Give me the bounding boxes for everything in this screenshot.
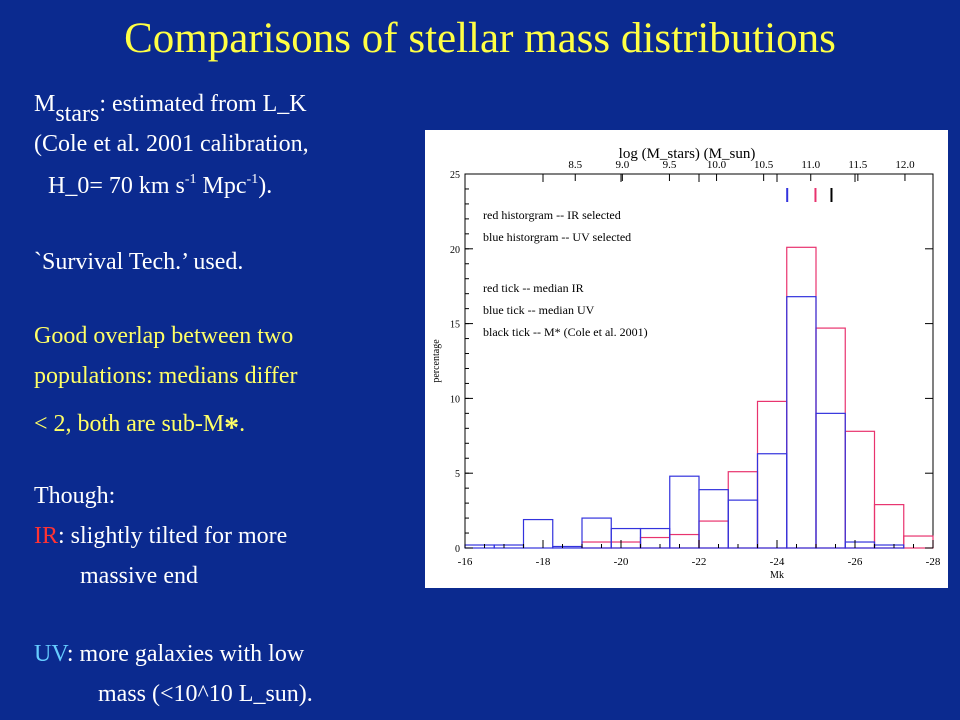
uv-text: : more galaxies with low [66,641,305,667]
mstars-line: Mstars: estimated from L_K [34,91,307,126]
ir-text: : slightly tilted for more [58,523,288,549]
ir-bar [815,327,846,549]
uv-line: UV: more galaxies with low [34,642,304,666]
y-tick-label: 5 [455,469,460,480]
uv-bar [581,517,612,549]
x-tick-label: -18 [536,556,551,568]
overlap-end: . [239,411,246,437]
hubble-sup2: -1 [246,172,259,187]
uv-bar [698,489,729,549]
top-tick-label: 9.5 [663,159,677,171]
ir-bar [581,541,612,549]
hubble-line: H_0= 70 km s-1 Mpc-1). [48,172,273,199]
y-tick-label: 25 [450,170,460,181]
ir-bar [844,430,876,549]
ir-label: IR [34,523,58,549]
ir-bar [669,533,700,549]
hubble-end: ). [258,173,273,199]
survival-line: `Survival Tech.’ used. [34,249,244,275]
overlap-line-2: populations: medians differ [34,363,298,389]
legend-entry: blue historgram -- UV selected [483,230,631,244]
ir-bar [873,504,905,549]
ir-line: IR: slightly tilted for more [34,524,287,548]
top-axis-title: log (M_stars) (M_sun) [619,146,756,162]
overlap-text-3: < 2, both are sub-M [34,411,225,437]
histogram-svg: log (M_stars) (M_sun) -16 -18 -20 -22 -24 -26… [431,146,941,581]
hubble-sup1: -1 [184,172,197,187]
uv-bar [727,499,759,549]
x-tick-label: -26 [848,556,863,568]
hubble-text: H_0= 70 km s [48,173,185,199]
uv-bar [786,296,817,549]
uv-bar [522,518,554,549]
ir-line-2: massive end [80,563,198,589]
legend-entry: red tick -- median IR [483,281,584,295]
y-axis-label: percentage [431,339,442,383]
uv-bar [844,541,876,549]
though-line: Though: [34,483,116,509]
page-title: Comparisons of stellar mass distribution… [124,15,836,62]
x-tick-label: -24 [770,556,785,568]
mstar-asterisk: * [224,411,240,444]
x-tick-label: -22 [692,556,707,568]
uv-bar [493,544,525,549]
m-subscript: stars [55,101,100,127]
y-tick-label: 20 [450,245,460,256]
ir-bar [786,246,817,549]
top-axis-title-text: log (M_stars) (M_sun) [619,146,756,162]
ir-bar [756,400,788,549]
ir-bar [639,536,671,549]
x-tick-label: -28 [926,556,941,568]
legend-entry: red historgram -- IR selected [483,208,621,222]
mstars-text: : estimated from L_K [99,91,307,117]
uv-bar [669,475,700,549]
histogram-chart: log (M_stars) (M_sun) -16 -18 -20 -22 -24 -26… [425,130,948,588]
ir-bar [903,535,934,549]
cole-line: (Cole et al. 2001 calibration, [34,131,309,157]
legend-entry: blue tick -- median UV [483,303,595,317]
uv-bar [610,527,642,549]
ir-bar [698,520,729,549]
uv-bar [873,544,905,549]
top-tick-label: 12.0 [895,159,915,171]
x-tick-label: -16 [458,556,473,568]
ir-bar [610,541,642,549]
x-tick-label: -20 [614,556,629,568]
top-tick-label: 11.5 [848,159,867,171]
x-axis-label: Mk [770,570,784,581]
top-tick-label: 10.0 [707,159,727,171]
ir-bar [727,471,759,549]
m-symbol: M [34,91,56,117]
top-tick-label: 8.5 [568,159,582,171]
uv-label: UV [34,641,67,667]
overlap-line-1: Good overlap between two [34,323,294,349]
top-tick-label: 9.0 [615,159,629,171]
top-tick-label: 10.5 [754,159,774,171]
uv-bar [639,527,671,549]
y-tick-label: 15 [450,320,460,331]
uv-bar [815,412,846,549]
hubble-mpc: Mpc [196,173,247,199]
uv-bar [756,453,788,549]
legend-entry: black tick -- M* (Cole et al. 2001) [483,325,648,339]
top-tick-label: 11.0 [801,159,820,171]
uv-line-2: mass (<10^10 L_sun). [98,681,313,707]
y-tick-label: 10 [450,394,460,405]
y-tick-label: 0 [455,544,460,555]
overlap-line-3: < 2, both are sub-M*. [34,407,246,443]
uv-bar [552,545,583,549]
